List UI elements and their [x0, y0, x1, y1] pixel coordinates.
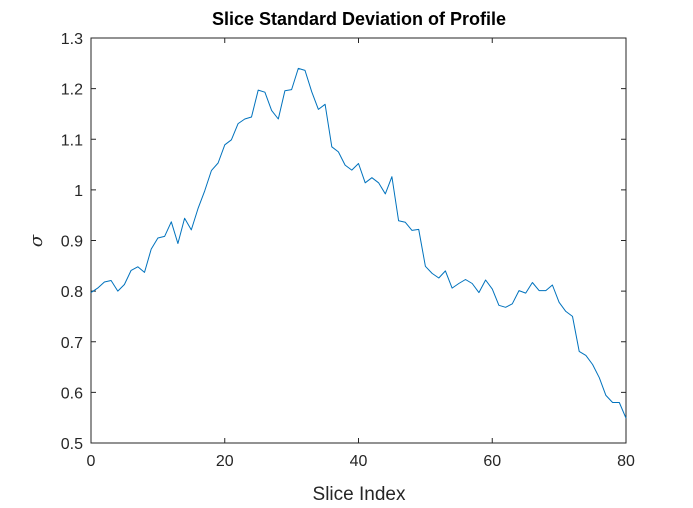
x-tick-label: 0 [87, 453, 96, 470]
y-axis-label: σ [26, 234, 47, 247]
plot-area [90, 37, 627, 444]
series-line [90, 67, 627, 419]
y-tick-label: 0.5 [61, 436, 83, 453]
y-tick-label: 1.3 [61, 31, 83, 48]
x-tick-label: 80 [617, 453, 635, 470]
y-axis: 0.5 0.6 0.7 0.8 0.9 1 1.1 1.2 1.3 [61, 31, 626, 453]
x-axis-label: Slice Index [313, 484, 406, 505]
chart-title: Slice Standard Deviation of Profile [212, 9, 506, 29]
y-tick-label: 1.1 [61, 132, 83, 149]
y-tick-label: 0.9 [61, 234, 83, 251]
x-tick-label: 20 [216, 453, 234, 470]
x-tick-label: 60 [483, 453, 501, 470]
y-tick-label: 0.8 [61, 284, 83, 301]
y-tick-label: 0.7 [61, 335, 83, 352]
x-axis: 0 20 40 60 80 [87, 38, 635, 470]
x-tick-label: 40 [350, 453, 368, 470]
y-tick-label: 1.2 [61, 82, 83, 99]
y-tick-label: 0.6 [61, 385, 83, 402]
y-tick-label: 1 [74, 183, 83, 200]
